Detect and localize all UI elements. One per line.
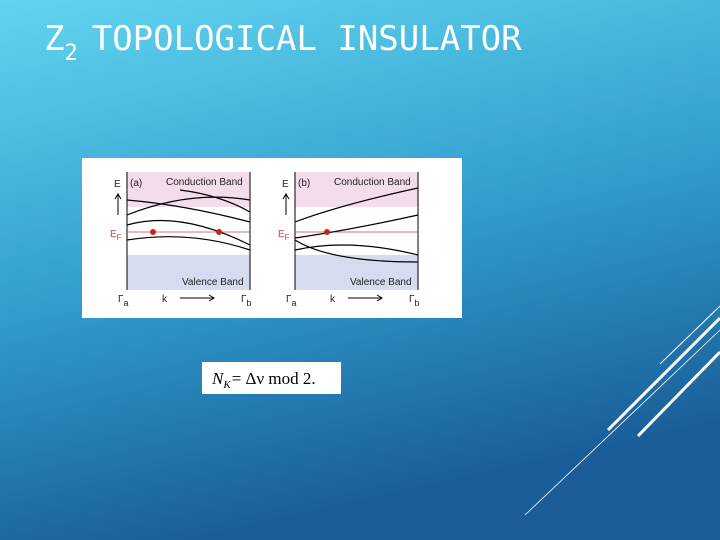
end-label: Γb bbox=[409, 294, 420, 308]
k-arrow bbox=[180, 294, 215, 302]
title-subscript: 2 bbox=[64, 41, 77, 66]
fermi-label: EF bbox=[278, 229, 290, 242]
energy-arrow bbox=[114, 193, 122, 215]
start-sub: a bbox=[292, 298, 297, 308]
conduction-label: Conduction Band bbox=[334, 177, 411, 188]
fermi-label: EF bbox=[110, 229, 122, 242]
k-arrow bbox=[348, 294, 383, 302]
start-label: Γa bbox=[118, 294, 129, 308]
fermi-sub: F bbox=[117, 233, 122, 242]
valence-region bbox=[295, 255, 418, 290]
valence-label: Valence Band bbox=[182, 277, 244, 288]
decoration bbox=[524, 305, 720, 516]
eq-subscript: K bbox=[222, 379, 231, 391]
conduction-region bbox=[127, 172, 250, 207]
end-sub: b bbox=[247, 298, 252, 308]
crossing-dot bbox=[216, 229, 222, 235]
crossing-dot bbox=[150, 229, 156, 235]
end-main: Γ bbox=[409, 294, 415, 305]
band-curve bbox=[126, 219, 251, 246]
energy-arrow bbox=[282, 193, 290, 215]
band-curve bbox=[126, 196, 251, 216]
band-curve bbox=[294, 239, 419, 263]
start-sub: a bbox=[124, 298, 129, 308]
end-main: Γ bbox=[241, 294, 247, 305]
valence-label: Valence Band bbox=[350, 277, 412, 288]
crossing-dot bbox=[324, 229, 330, 235]
title-rest: TOPOLOGICAL INSULATOR bbox=[92, 19, 522, 59]
start-main: Γ bbox=[286, 294, 292, 305]
momentum-label: k bbox=[330, 294, 336, 305]
end-label: Γb bbox=[241, 294, 252, 308]
fermi-sub: F bbox=[285, 233, 290, 242]
eq-symbol: N bbox=[211, 369, 225, 388]
conduction-label: Conduction Band bbox=[166, 177, 243, 188]
conduction-region bbox=[295, 172, 418, 207]
panel-label: (b) bbox=[298, 178, 310, 189]
slide-title: Z2 TOPOLOGICAL INSULATOR bbox=[44, 19, 522, 66]
eq-rest: = Δν mod 2. bbox=[232, 369, 316, 388]
equation: NK= Δν mod 2. bbox=[211, 369, 316, 391]
equation-box bbox=[202, 362, 341, 394]
band-curve bbox=[179, 189, 251, 213]
band-curve bbox=[126, 199, 251, 223]
band-curve bbox=[126, 236, 251, 251]
energy-label: E bbox=[114, 179, 121, 190]
start-main: Γ bbox=[118, 294, 124, 305]
energy-label: E bbox=[282, 179, 289, 190]
start-label: Γa bbox=[286, 294, 297, 308]
fermi-main: E bbox=[278, 229, 285, 240]
momentum-label: k bbox=[162, 294, 168, 305]
band-curve bbox=[294, 187, 419, 223]
valence-region bbox=[127, 255, 250, 290]
panel-label: (a) bbox=[130, 178, 142, 189]
end-sub: b bbox=[415, 298, 420, 308]
band-curve bbox=[294, 214, 419, 239]
title-main: Z bbox=[44, 19, 64, 59]
fermi-main: E bbox=[110, 229, 117, 240]
band-curve bbox=[294, 244, 419, 256]
